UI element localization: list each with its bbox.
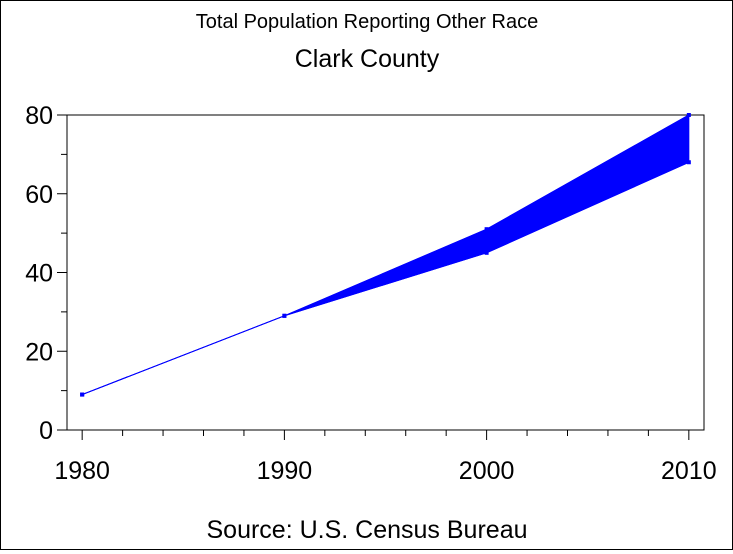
y-tick-label: 60 bbox=[25, 181, 53, 209]
data-point-lower bbox=[80, 392, 85, 397]
data-point-lower bbox=[686, 160, 691, 165]
data-point-upper bbox=[686, 113, 691, 117]
x-tick-label: 1990 bbox=[257, 457, 313, 485]
data-point-lower bbox=[282, 313, 287, 318]
chart-subtitle: Clark County bbox=[295, 45, 440, 73]
y-tick-label: 0 bbox=[39, 417, 53, 445]
y-tick-label: 80 bbox=[25, 102, 53, 130]
chart-title: Total Population Reporting Other Race bbox=[196, 11, 538, 33]
y-tick-label: 40 bbox=[25, 260, 53, 288]
x-tick-label: 2000 bbox=[459, 457, 515, 485]
chart-footnote: Source: U.S. Census Bureau bbox=[207, 516, 528, 544]
data-point-lower bbox=[484, 250, 489, 255]
series-line-lower bbox=[81, 161, 690, 396]
series-line-upper bbox=[81, 114, 690, 396]
range-band bbox=[81, 114, 690, 396]
y-tick-label: 20 bbox=[25, 338, 53, 366]
data-point-upper bbox=[484, 227, 489, 232]
x-tick-label: 2010 bbox=[661, 457, 717, 485]
x-tick-label: 1980 bbox=[54, 457, 110, 485]
